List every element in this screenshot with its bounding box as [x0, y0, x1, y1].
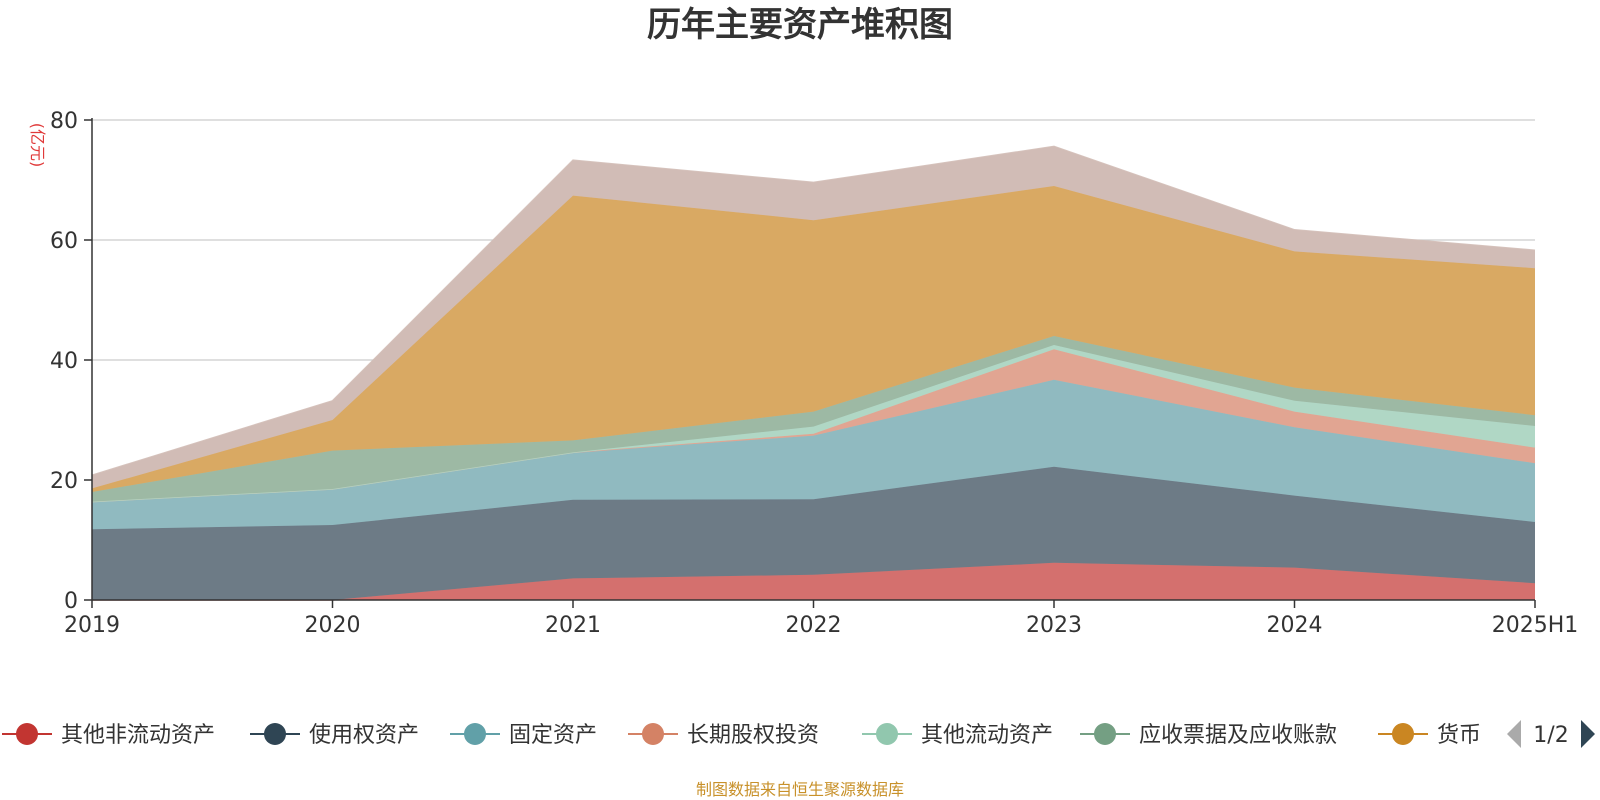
legend-label-2: 固定资产 — [509, 723, 597, 748]
y-tick-label-0: 0 — [64, 589, 78, 614]
legend-label-5: 应收票据及应收账款 — [1139, 723, 1337, 748]
series-line-7 — [91, 145, 1536, 476]
legend-next-arrow-icon[interactable] — [1581, 720, 1595, 748]
legend-item-3[interactable]: 长期股权投资 — [628, 723, 819, 748]
x-tick-label-3: 2022 — [786, 613, 842, 638]
legend-marker-5 — [1094, 723, 1116, 745]
legend-label-1: 使用权资产 — [309, 723, 419, 748]
x-tick-label-6: 2025H1 — [1492, 613, 1579, 638]
source-note: 制图数据来自恒生聚源数据库 — [696, 780, 904, 799]
area-series-2 — [92, 379, 1535, 530]
legend-label-3: 长期股权投资 — [687, 723, 819, 748]
chart-title: 历年主要资产堆积图 — [647, 5, 953, 45]
legend-item-6[interactable]: 货币 — [1378, 723, 1481, 748]
legend-marker-2 — [464, 723, 486, 745]
legend-marker-4 — [876, 723, 898, 745]
legend-item-2[interactable]: 固定资产 — [450, 723, 597, 748]
area-series-7 — [92, 146, 1535, 489]
y-tick-label-40: 40 — [50, 349, 78, 374]
stacked-areas — [91, 145, 1536, 601]
area-series-3 — [92, 349, 1535, 502]
y-axis-unit-label: (亿元) — [28, 123, 47, 168]
legend-label-0: 其他非流动资产 — [61, 723, 215, 748]
x-tick-label-5: 2024 — [1267, 613, 1323, 638]
legend-label-6: 货币 — [1437, 723, 1481, 748]
y-tick-label-60: 60 — [50, 229, 78, 254]
legend-marker-1 — [264, 723, 286, 745]
x-tick-label-1: 2020 — [305, 613, 361, 638]
legend-label-4: 其他流动资产 — [921, 723, 1053, 748]
legend-item-4[interactable]: 其他流动资产 — [862, 723, 1053, 748]
y-tick-label-20: 20 — [50, 469, 78, 494]
legend: 其他非流动资产 使用权资产 固定资产 长期股权投资 其他流动资产 应收票据及应收账款 货币 1… — [2, 720, 1595, 748]
legend-item-5[interactable]: 应收票据及应收账款 — [1080, 723, 1337, 748]
axes: 0 20 40 60 80 2019 2020 2021 2022 2023 2024 2025H1 — [50, 109, 1578, 638]
area-series-1 — [92, 466, 1535, 600]
legend-page-indicator: 1/2 — [1533, 723, 1568, 748]
x-tick-label-2: 2021 — [545, 613, 601, 638]
area-series-6 — [92, 186, 1535, 492]
legend-marker-0 — [16, 723, 38, 745]
legend-item-0[interactable]: 其他非流动资产 — [2, 723, 215, 748]
legend-marker-3 — [642, 723, 664, 745]
y-tick-label-80: 80 — [50, 109, 78, 134]
area-series-5 — [92, 336, 1535, 502]
legend-marker-6 — [1392, 723, 1414, 745]
x-tick-label-0: 2019 — [64, 613, 120, 638]
legend-item-1[interactable]: 使用权资产 — [250, 723, 419, 748]
x-tick-label-4: 2023 — [1026, 613, 1082, 638]
legend-prev-arrow-icon[interactable] — [1507, 720, 1521, 748]
area-series-0 — [92, 562, 1535, 600]
